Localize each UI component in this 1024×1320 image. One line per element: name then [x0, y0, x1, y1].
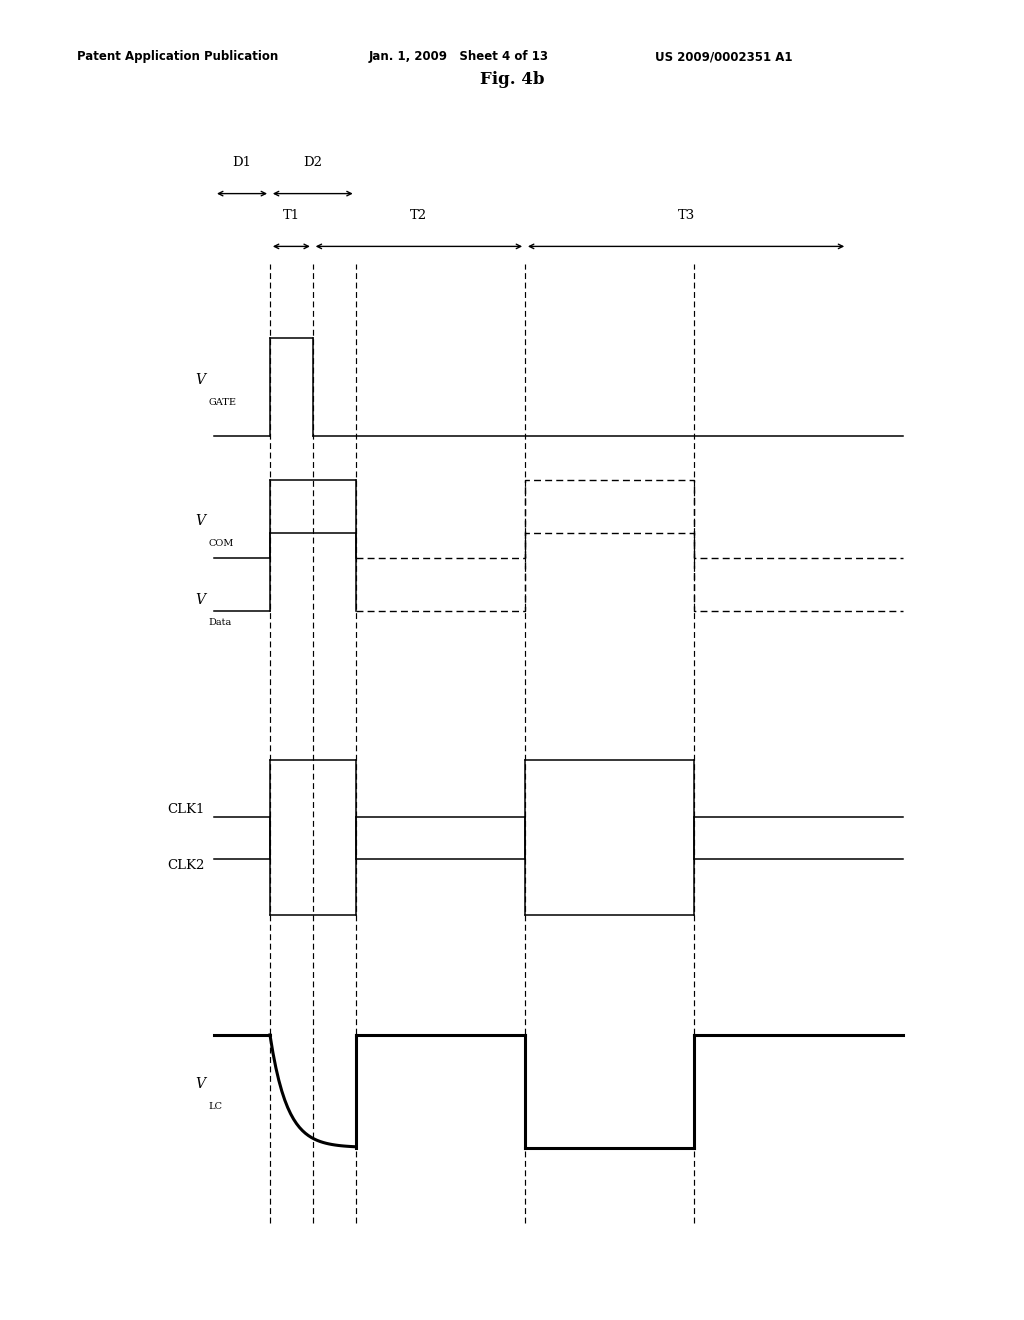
Text: V: V — [195, 513, 205, 528]
Text: US 2009/0002351 A1: US 2009/0002351 A1 — [655, 50, 793, 63]
Text: CLK2: CLK2 — [168, 859, 205, 873]
Text: CLK1: CLK1 — [168, 803, 205, 816]
Text: T2: T2 — [411, 209, 427, 222]
Text: T3: T3 — [678, 209, 694, 222]
Text: V: V — [195, 374, 205, 387]
Text: D2: D2 — [303, 156, 323, 169]
Text: T1: T1 — [283, 209, 300, 222]
Text: LC: LC — [209, 1102, 222, 1110]
Text: V: V — [195, 593, 205, 607]
Text: D1: D1 — [232, 156, 252, 169]
Text: Data: Data — [209, 618, 231, 627]
Text: Jan. 1, 2009   Sheet 4 of 13: Jan. 1, 2009 Sheet 4 of 13 — [369, 50, 549, 63]
Text: Patent Application Publication: Patent Application Publication — [77, 50, 279, 63]
Text: GATE: GATE — [209, 397, 237, 407]
Text: Fig. 4b: Fig. 4b — [480, 71, 544, 87]
Text: COM: COM — [209, 539, 233, 548]
Text: V: V — [195, 1077, 205, 1092]
